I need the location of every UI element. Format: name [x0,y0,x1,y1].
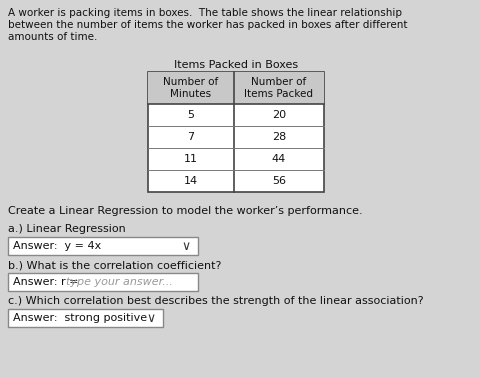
Bar [148,72,324,192]
Text: 14: 14 [183,176,198,186]
Text: type your answer...: type your answer... [66,277,172,287]
Text: 20: 20 [271,110,286,120]
Bar [8,237,198,255]
Text: Answer:  y = 4x: Answer: y = 4x [13,241,101,251]
Bar [8,273,198,291]
Bar [8,309,163,327]
Bar [148,72,324,104]
Text: 56: 56 [271,176,286,186]
Text: 44: 44 [271,154,286,164]
Text: Answer: r =: Answer: r = [13,277,78,287]
Text: ∨: ∨ [181,239,190,253]
Text: Number of
Items Packed: Number of Items Packed [244,77,313,99]
Text: Number of
Minutes: Number of Minutes [163,77,218,99]
Text: 11: 11 [184,154,198,164]
Text: between the number of items the worker has packed in boxes after different: between the number of items the worker h… [8,20,407,30]
Text: a.) Linear Regression: a.) Linear Regression [8,224,125,234]
Text: 7: 7 [187,132,194,142]
Text: ∨: ∨ [146,311,155,325]
Text: 28: 28 [271,132,286,142]
Text: c.) Which correlation best describes the strength of the linear association?: c.) Which correlation best describes the… [8,296,423,306]
Text: amounts of time.: amounts of time. [8,32,97,42]
Text: Answer:  strong positive: Answer: strong positive [13,313,147,323]
Text: Items Packed in Boxes: Items Packed in Boxes [174,60,298,70]
Text: b.) What is the correlation coefficient?: b.) What is the correlation coefficient? [8,260,221,270]
Text: 5: 5 [187,110,194,120]
Text: Create a Linear Regression to model the worker’s performance.: Create a Linear Regression to model the … [8,206,362,216]
Text: A worker is packing items in boxes.  The table shows the linear relationship: A worker is packing items in boxes. The … [8,8,401,18]
